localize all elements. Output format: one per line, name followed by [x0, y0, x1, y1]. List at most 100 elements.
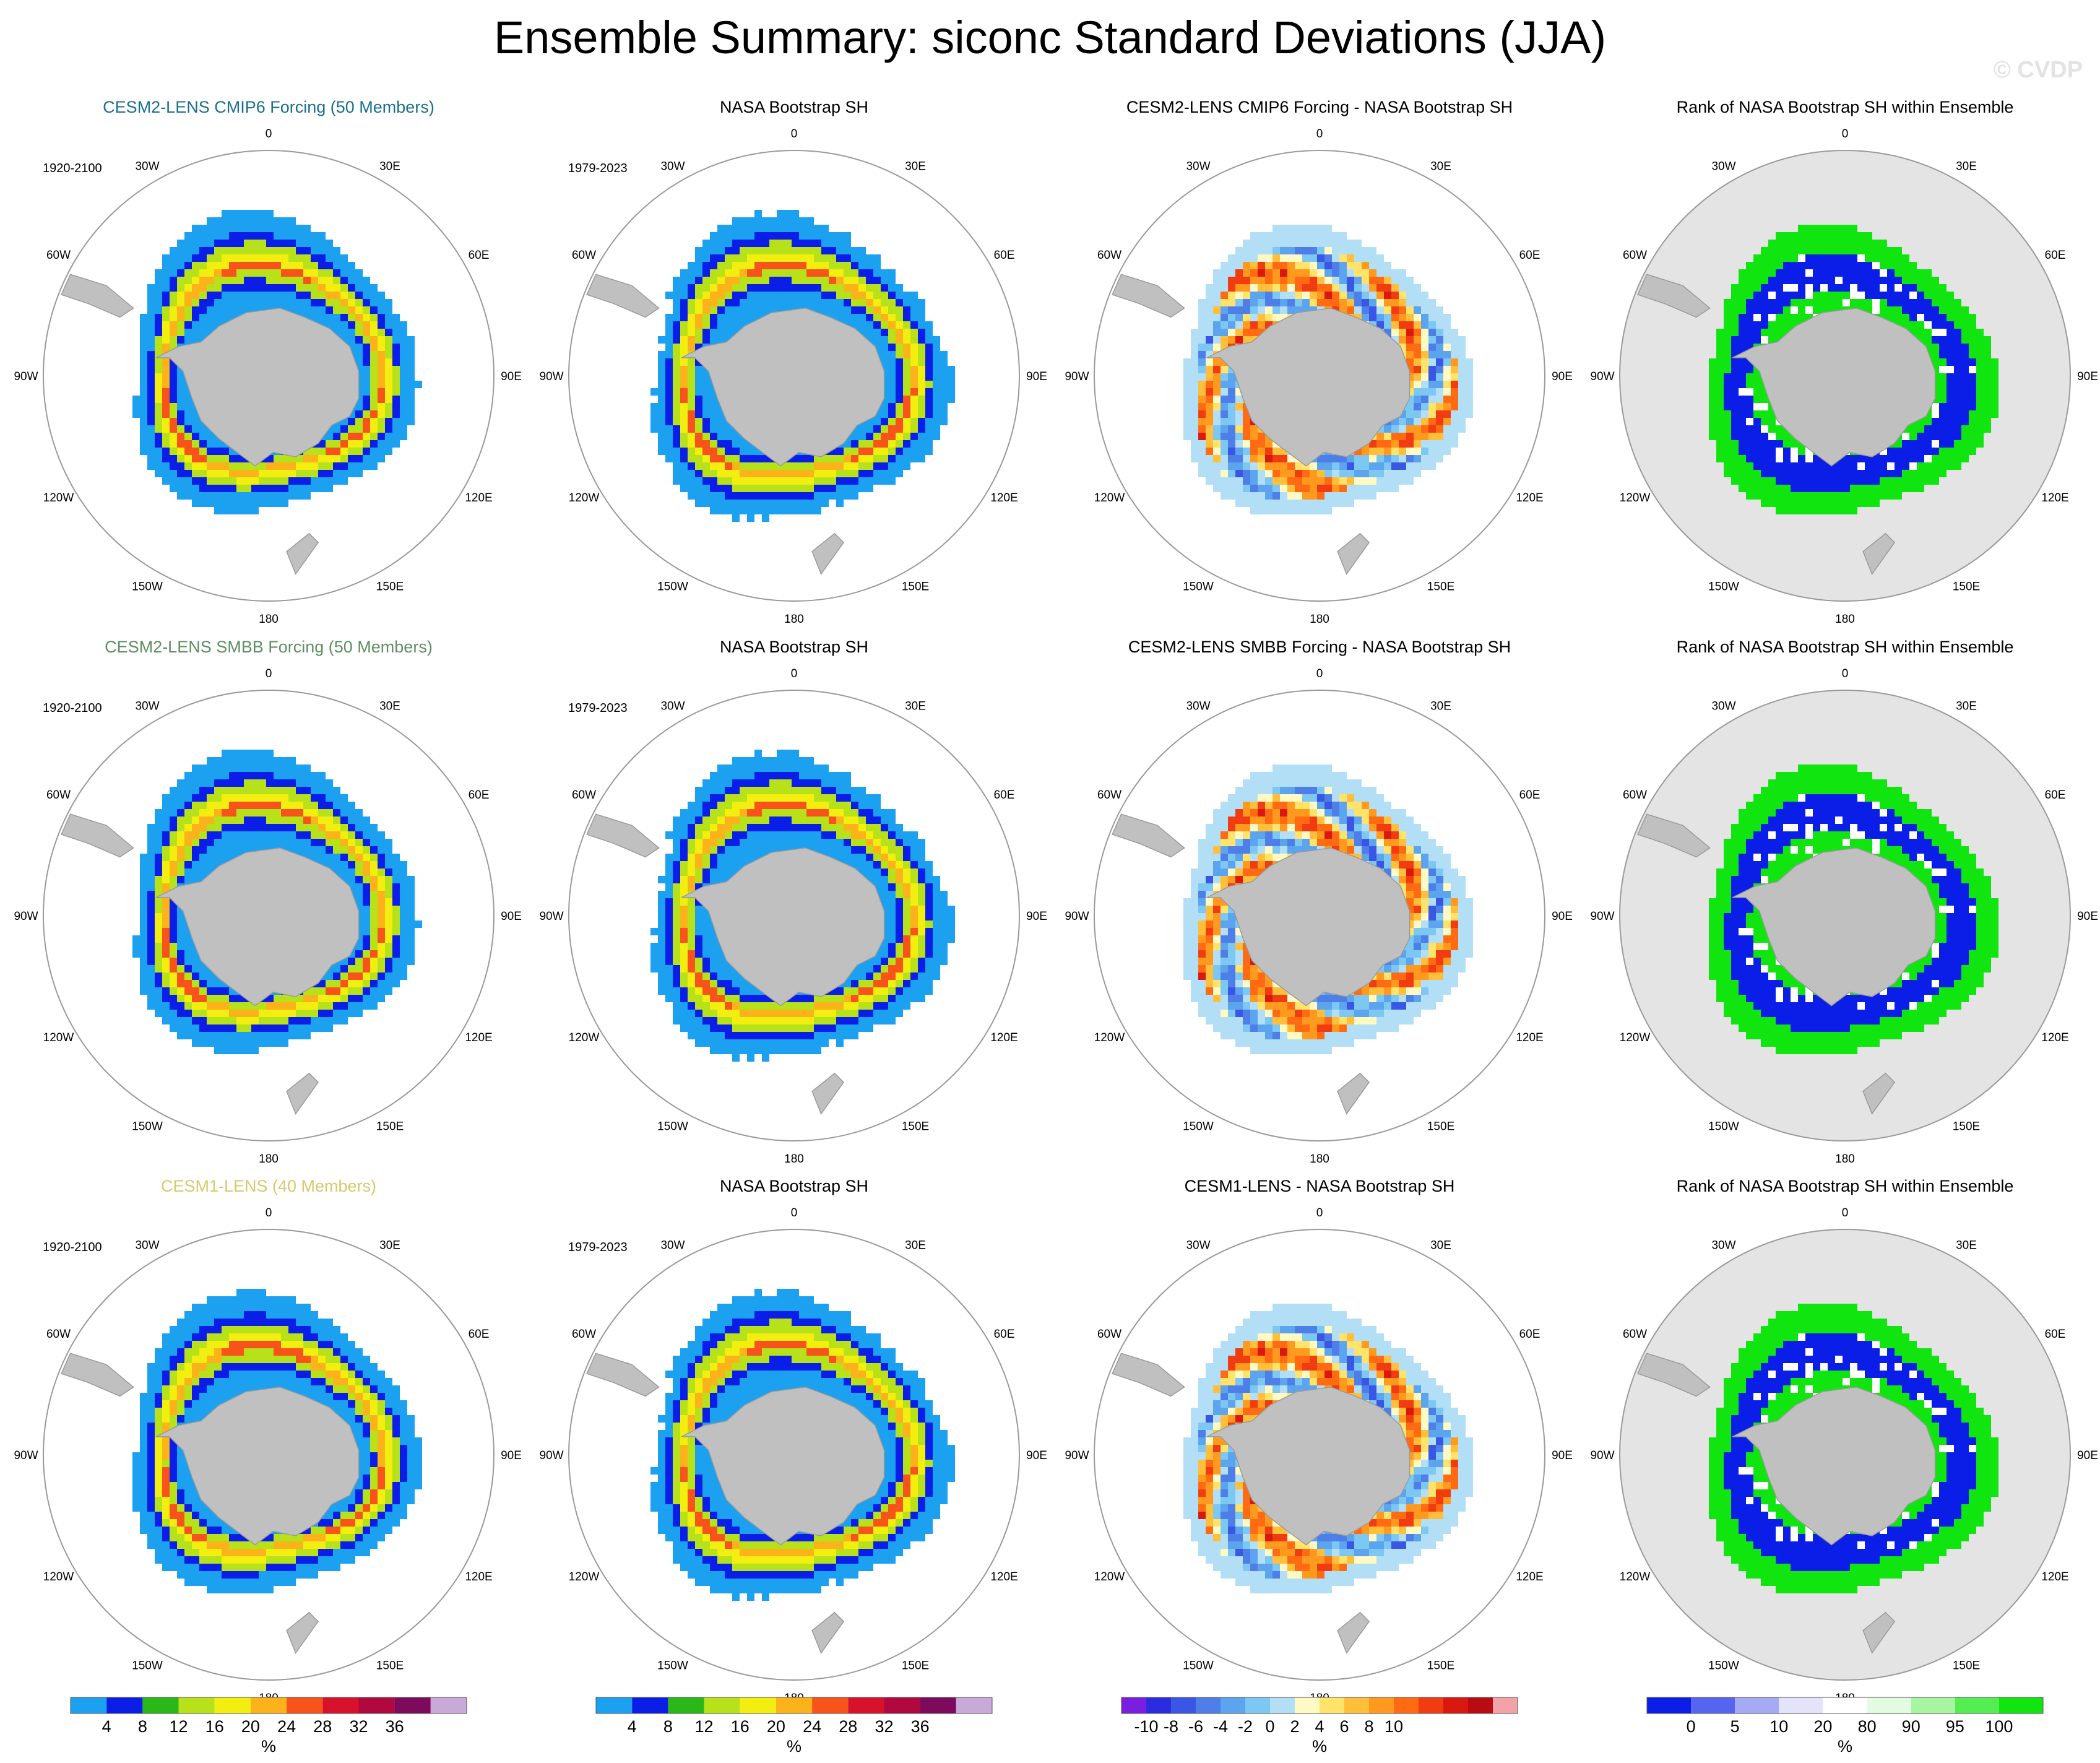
longitude-label: 120E: [990, 1570, 1018, 1583]
period-label: 1979-2023: [568, 162, 628, 175]
new-zealand: [811, 532, 845, 575]
colorbar-swatch: [1394, 1697, 1419, 1713]
longitude-label: 30E: [905, 160, 926, 173]
panel-title: CESM2-LENS SMBB Forcing - NASA Bootstrap…: [1128, 638, 1511, 656]
longitude-label: 150W: [657, 1660, 688, 1673]
longitude-label: 60W: [572, 249, 596, 262]
longitude-label: 30E: [379, 1239, 400, 1252]
polar-map-panel: CESM2-LENS CMIP6 Forcing (50 Members) 192…: [14, 98, 521, 626]
longitude-label: 150E: [376, 1120, 404, 1133]
colorbar-tick-label: 0: [1687, 1717, 1696, 1736]
longitude-label: 150W: [657, 1120, 688, 1133]
longitude-label: 120E: [1516, 1031, 1543, 1044]
longitude-label: 60W: [1097, 1328, 1121, 1341]
colorbar-swatch: [250, 1697, 287, 1713]
colorbar-swatch: [1443, 1697, 1468, 1713]
longitude-label: 120W: [569, 1031, 600, 1044]
colorbar-tick-label: 20: [241, 1717, 260, 1736]
new-zealand: [1337, 1072, 1370, 1115]
longitude-label: 90E: [2077, 1449, 2098, 1462]
longitude-label: 30W: [1186, 700, 1210, 713]
longitude-label: 120E: [465, 1570, 492, 1583]
colorbar-tick-label: 4: [628, 1717, 637, 1736]
polar-map-panel: CESM2-LENS SMBB Forcing (50 Members) 1920…: [14, 638, 521, 1166]
colorbar-tick-label: 4: [1315, 1717, 1324, 1736]
colorbar-tick-label: 6: [1339, 1717, 1349, 1736]
longitude-label: 60E: [469, 249, 490, 262]
longitude-label: 150E: [1953, 1660, 1980, 1673]
south-america-tip: [1637, 1353, 1711, 1397]
longitude-label: 120W: [1620, 492, 1651, 505]
panel-title: CESM1-LENS - NASA Bootstrap SH: [1185, 1177, 1455, 1195]
colorbar-swatch: [287, 1697, 323, 1713]
south-america-tip: [586, 1353, 660, 1397]
colorbar-swatch: [1171, 1697, 1196, 1713]
longitude-label: 30E: [379, 160, 400, 173]
colorbar-swatch: [740, 1697, 776, 1713]
colorbar-tick-label: 2: [1290, 1717, 1299, 1736]
longitude-label: 0: [791, 128, 798, 141]
antarctica-landmass: [155, 1387, 360, 1546]
longitude-label: 60E: [994, 789, 1015, 802]
period-label: 1979-2023: [568, 701, 628, 715]
colorbar: -10 -8 -6 -4 -2 0 2 4 6 8 10%: [1121, 1697, 1518, 1756]
panel-title: CESM2-LENS SMBB Forcing (50 Members): [105, 638, 433, 656]
longitude-label: 60E: [469, 1328, 490, 1341]
longitude-label: 120E: [1516, 492, 1543, 505]
longitude-label: 150W: [132, 1120, 163, 1133]
colorbar-swatch: [106, 1697, 143, 1713]
polar-map-panel: NASA Bootstrap SH 1979-2023 0 30E 60E 90E 120E…: [539, 98, 1047, 626]
new-zealand: [1862, 532, 1896, 575]
longitude-label: 150W: [1183, 581, 1214, 594]
antarctica-landmass: [1206, 1387, 1411, 1546]
longitude-label: 150W: [132, 581, 163, 594]
longitude-label: 60W: [46, 249, 71, 262]
colorbar-swatch: [1196, 1697, 1221, 1713]
colorbar-swatch: [1691, 1697, 1735, 1713]
south-america-tip: [586, 813, 660, 858]
colorbar-unit: %: [787, 1737, 802, 1756]
longitude-label: 60W: [46, 1328, 71, 1341]
colorbar-swatch: [1867, 1697, 1911, 1713]
new-zealand: [1862, 1072, 1896, 1115]
longitude-label: 60E: [2045, 789, 2066, 802]
colorbar-swatch: [596, 1697, 633, 1713]
colorbar-swatch: [71, 1697, 107, 1713]
colorbar-swatch: [1344, 1697, 1369, 1713]
colorbar-tick-label: -4: [1213, 1717, 1228, 1736]
longitude-label: 150E: [1953, 581, 1980, 594]
colorbar-swatch: [358, 1697, 395, 1713]
longitude-label: 90W: [14, 370, 38, 383]
colorbar-swatch: [142, 1697, 179, 1713]
longitude-label: 120W: [43, 1570, 74, 1583]
longitude-label: 60E: [994, 249, 1015, 262]
longitude-label: 0: [1316, 128, 1323, 141]
colorbar-tick-label: -2: [1238, 1717, 1253, 1736]
panel-title: NASA Bootstrap SH: [720, 98, 868, 116]
longitude-label: 0: [266, 1206, 272, 1219]
colorbar-swatch: [178, 1697, 215, 1713]
new-zealand: [286, 1611, 319, 1654]
colorbar-tick-label: 5: [1731, 1717, 1740, 1736]
longitude-label: 150W: [1708, 1660, 1739, 1673]
colorbar-unit: %: [261, 1737, 276, 1756]
longitude-label: 90E: [501, 910, 522, 923]
colorbar: 4 8 12 16 20 24 28 32 36%: [70, 1697, 467, 1756]
longitude-label: 30W: [660, 700, 685, 713]
longitude-label: 30W: [1711, 1239, 1735, 1252]
colorbar-tick-label: 16: [205, 1717, 224, 1736]
longitude-label: 0: [1842, 667, 1849, 680]
antarctica-landmass: [155, 847, 360, 1007]
longitude-label: 120E: [990, 1031, 1018, 1044]
colorbar-swatch: [1121, 1697, 1146, 1713]
longitude-label: 90E: [1026, 1449, 1047, 1462]
polar-map-panel: CESM1-LENS (40 Members) 1920-2100 0 30E 60E 9…: [14, 1177, 521, 1705]
longitude-label: 90W: [1065, 910, 1089, 923]
longitude-label: 120E: [2041, 492, 2068, 505]
longitude-label: 90E: [1026, 910, 1047, 923]
longitude-label: 150E: [1427, 1660, 1454, 1673]
longitude-label: 180: [259, 1153, 279, 1166]
longitude-label: 30E: [1956, 1239, 1977, 1252]
colorbar-tick-label: 12: [169, 1717, 188, 1736]
colorbar-swatch: [430, 1697, 467, 1713]
